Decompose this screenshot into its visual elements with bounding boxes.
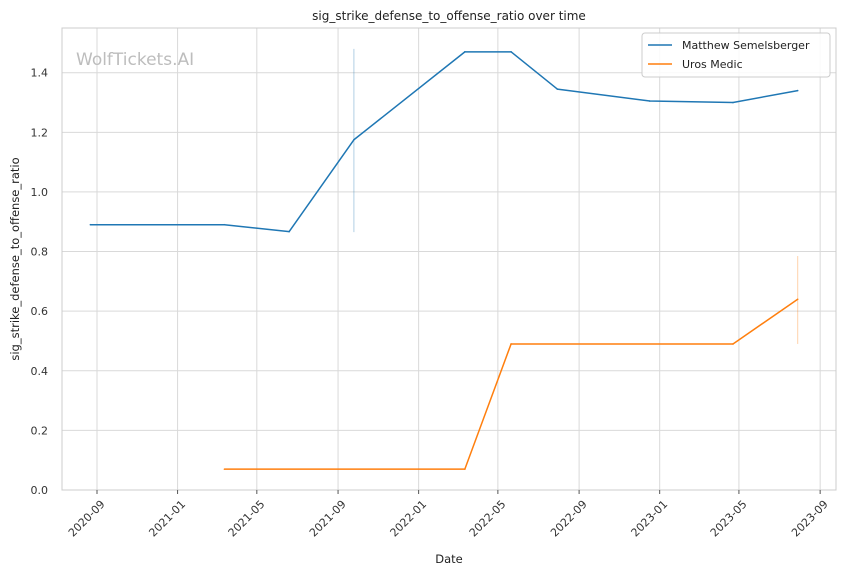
legend: Matthew Semelsberger Uros Medic [641,32,831,78]
x-tick-label: 2021-01 [146,498,188,540]
x-axis-label: Date [435,552,463,566]
data-point [732,101,734,104]
data-point [223,468,226,470]
data-point [732,343,734,345]
y-tick-label: 1.0 [31,186,49,199]
x-tick-label: 2022-09 [548,498,590,540]
legend-box [641,32,831,78]
data-point [796,89,799,92]
x-tick-label: 2021-05 [226,498,268,540]
data-point [510,51,512,53]
x-tick-label: 2023-01 [629,498,671,540]
series-line [224,298,799,470]
legend-label: Uros Medic [682,58,743,71]
y-tick-label: 0.2 [31,424,49,437]
y-tick-label: 0.8 [31,246,49,259]
watermark: WolfTickets.AI [76,50,194,70]
data-point [89,223,92,226]
data-point [510,343,512,345]
data-point [464,51,466,53]
series-line [90,51,798,233]
y-axis-label: sig_strike_defense_to_offense_ratio [8,157,22,360]
series-1 [223,256,799,470]
data-point [288,230,290,233]
data-point [648,100,651,102]
x-axis-ticks: 2020-09 2021-01 2021-05 2021-09 2022-01 2022-… [66,490,831,539]
x-tick-label: 2023-05 [708,498,750,540]
series-layer [89,48,799,470]
x-tick-label: 2020-09 [66,498,108,540]
data-point [796,298,799,301]
y-tick-label: 1.2 [31,126,49,139]
legend-label: Matthew Semelsberger [682,39,810,52]
y-axis-ticks: 0.0 0.2 0.4 0.6 0.8 1.0 1.2 1.4 [31,67,49,497]
y-tick-label: 0.6 [31,305,49,318]
x-tick-label: 2022-01 [388,498,430,540]
data-point [353,138,355,141]
data-point [464,468,466,470]
x-tick-label: 2022-05 [467,498,509,540]
data-point [556,88,559,90]
chart-title: sig_strike_defense_to_offense_ratio over… [312,9,586,23]
y-tick-label: 1.4 [31,67,49,80]
plot-frame [61,27,837,491]
x-tick-label: 2021-09 [307,498,349,540]
series-0 [89,48,799,233]
grid [62,28,836,491]
y-tick-label: 0.4 [31,365,49,378]
data-point [223,223,226,226]
x-tick-label: 2023-09 [789,498,831,540]
y-tick-label: 0.0 [31,484,49,497]
